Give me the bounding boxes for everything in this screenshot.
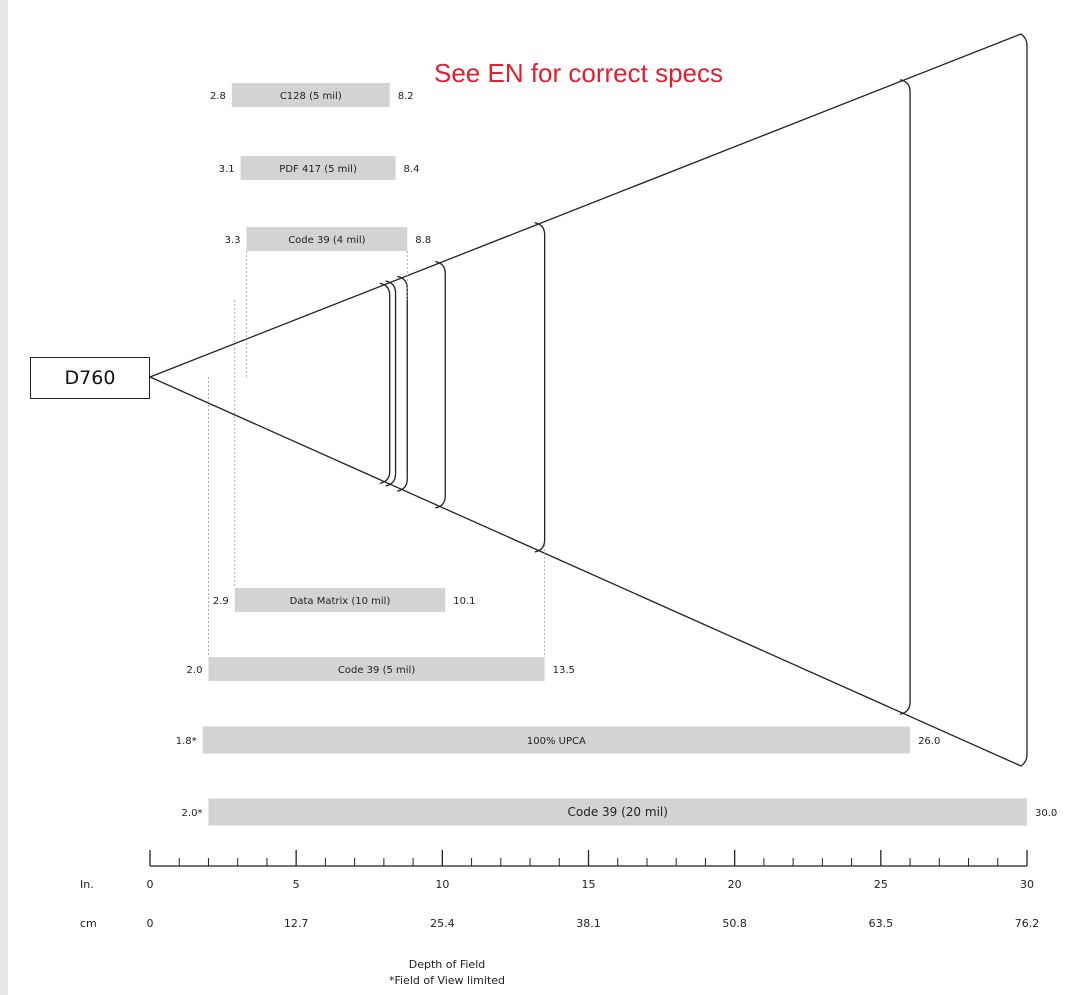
tick-label-cm-4: 50.8 [722,917,747,930]
bar-label-5: 100% UPCA [527,736,586,747]
bar-start-label-2: 3.3 [225,235,241,246]
tick-label-cm-2: 25.4 [430,917,455,930]
range-arc-0 [379,282,391,484]
chart-panel: C128 (5 mil) 2.8 8.2 PDF 417 (5 mil) 3.1 8.4 C… [8,0,1068,995]
field-of-view-cone [148,33,1028,767]
tick-label-in-4: 20 [728,878,742,891]
bar-0 [231,83,390,107]
bar-end-label-3: 10.1 [453,596,475,607]
bar-label-2: Code 39 (4 mil) [288,235,365,246]
bar-start-label-3: 2.9 [213,596,229,607]
range-arc-3 [435,260,446,509]
bar-label-0: C128 (5 mil) [280,91,342,102]
range-arc-5 [899,79,911,715]
guide-lines [208,251,546,657]
bar-6 [208,798,1027,826]
bar-start-label-4: 2.0 [187,665,203,676]
tick-label-in-2: 10 [435,878,449,891]
bar-end-label-5: 26.0 [918,736,940,747]
axis-unit-in: In. [80,878,94,891]
axis-unit-cm: cm [80,917,97,930]
bar-end-label-6: 30.0 [1035,808,1057,819]
range-bars: C128 (5 mil) 2.8 8.2 PDF 417 (5 mil) 3.1 8.4 C… [176,83,1057,826]
bar-5 [202,726,911,754]
tick-label-cm-1: 12.7 [284,917,309,930]
tick-label-cm-3: 38.1 [576,917,601,930]
tick-label-cm-0: 0 [147,917,154,930]
bar-label-1: PDF 417 (5 mil) [279,164,357,175]
axis-title: Depth of Field [409,958,486,971]
tick-label-cm-5: 63.5 [869,917,894,930]
device-label: D760 [30,357,150,399]
tick-label-in-0: 0 [147,878,154,891]
bar-1 [240,156,396,180]
bar-start-label-0: 2.8 [210,91,226,102]
range-arc-4 [534,222,546,553]
axis-footnote: *Field of View limited [389,974,505,987]
tick-label-in-1: 5 [293,878,300,891]
bar-start-label-1: 3.1 [219,164,235,175]
cone-outline [148,33,1028,767]
range-arc-2 [397,275,408,492]
tick-label-in-6: 30 [1020,878,1034,891]
bar-2 [246,227,408,251]
bar-end-label-0: 8.2 [398,91,414,102]
bar-end-label-2: 8.8 [415,235,431,246]
bar-3 [234,588,446,612]
tick-label-in-5: 25 [874,878,888,891]
bar-label-4: Code 39 (5 mil) [338,665,415,676]
spec-notice: See EN for correct specs [434,58,723,88]
range-arc-1 [385,280,397,487]
tick-label-cm-6: 76.2 [1015,917,1040,930]
bar-label-6: Code 39 (20 mil) [568,805,668,819]
bar-start-label-5: 1.8* [176,736,197,747]
bar-start-label-6: 2.0* [182,808,203,819]
tick-label-in-3: 15 [582,878,596,891]
bar-end-label-4: 13.5 [553,665,575,676]
bar-end-label-1: 8.4 [404,164,420,175]
depth-axis: 0 5 10 15 20 25 30 0 12.7 25.4 38.1 50.8 63.5 76.2 In.… [80,850,1039,930]
bar-4 [208,657,545,681]
bar-label-3: Data Matrix (10 mil) [290,596,391,607]
depth-of-field-chart: C128 (5 mil) 2.8 8.2 PDF 417 (5 mil) 3.1 8.4 C… [80,33,1057,987]
